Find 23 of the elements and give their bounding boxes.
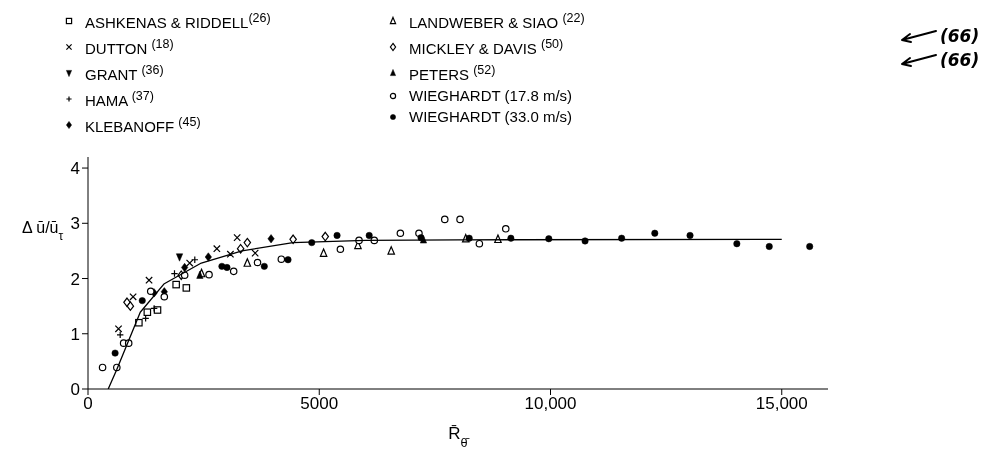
x-tick-label: 0 (83, 394, 93, 414)
y-tick-label: 0 (70, 380, 80, 400)
legend-label: DUTTON $^{(18)}$ (85, 36, 174, 59)
legend-label: LANDWEBER & SIAO $^{(22)}$ (409, 10, 585, 33)
text: (66) (940, 26, 980, 46)
legend-label: MICKLEY & DAVIS $^{(50)}$ (409, 36, 564, 59)
legend-label: PETERS $^{(52)}$ (409, 62, 496, 85)
x-axis-title: R̄$_{θ̄}$ (448, 424, 470, 450)
legend-label: WIEGHARDT (33.0 m/s) (409, 107, 573, 127)
y-tick-label: 1 (70, 324, 80, 344)
legend-label: KLEBANOFF $^{(45)}$ (85, 114, 201, 137)
legend-label: ASHKENAS & RIDDELL$^{(26)}$ (85, 10, 271, 33)
x-tick-label: 10,000 (524, 394, 577, 414)
text: (66) (940, 50, 980, 70)
y-tick-label: 4 (70, 159, 80, 179)
y-tick-label: 3 (70, 214, 80, 234)
x-tick-label: 5000 (300, 394, 339, 414)
y-tick-label: 2 (70, 269, 80, 289)
y-axis-title: Δ ū/ū$_{τ}$ (22, 219, 64, 243)
x-tick-label: 15,000 (755, 394, 808, 414)
legend-label: HAMA $^{(37)}$ (85, 88, 154, 111)
legend-label: WIEGHARDT (17.8 m/s) (409, 86, 573, 106)
legend-label: GRANT $^{(36)}$ (85, 62, 164, 85)
